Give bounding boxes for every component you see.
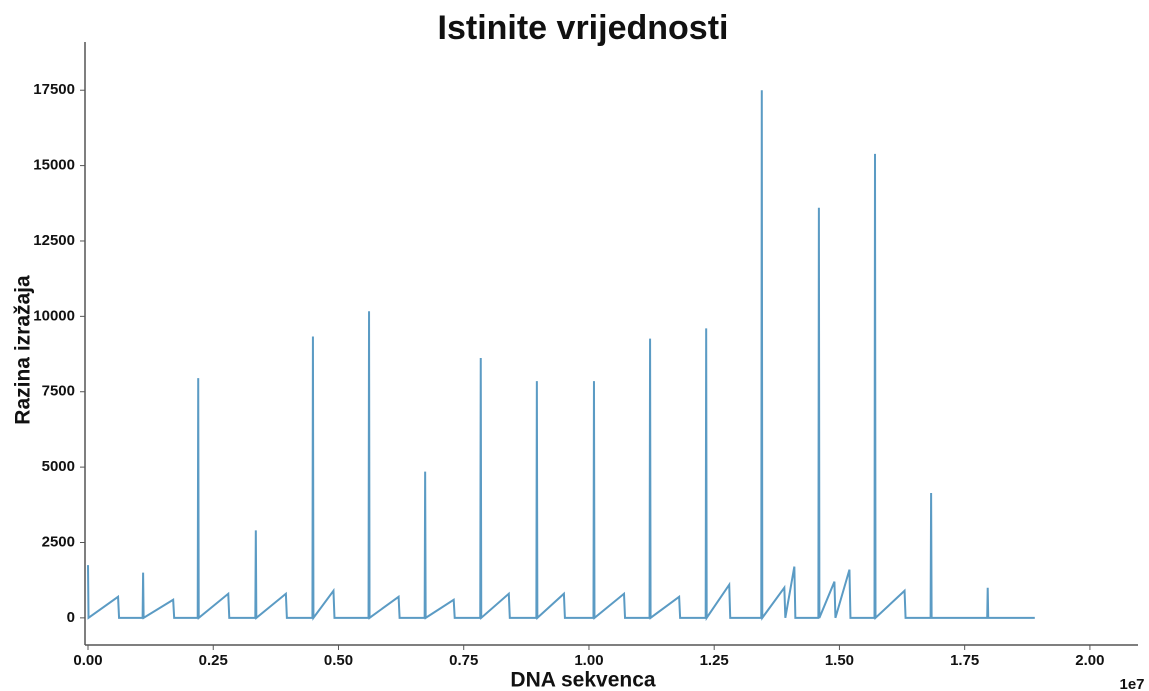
y-axis-label: Razina izražaja xyxy=(12,275,35,425)
y-tick-label: 2500 xyxy=(42,533,75,550)
x-tick-label: 1.00 xyxy=(574,652,603,669)
y-tick-label: 5000 xyxy=(42,458,75,475)
x-tick-label: 0.00 xyxy=(73,652,102,669)
x-tick-label: 0.50 xyxy=(324,652,353,669)
y-tick-label: 17500 xyxy=(33,81,75,98)
x-tick-label: 0.25 xyxy=(199,652,228,669)
x-tick-label: 0.75 xyxy=(449,652,478,669)
x-tick-label: 1.50 xyxy=(825,652,854,669)
data-line xyxy=(87,90,1035,622)
x-axis-label: DNA sekvenca xyxy=(510,669,655,691)
y-tick-label: 12500 xyxy=(33,232,75,249)
y-tick-label: 0 xyxy=(67,609,75,626)
x-tick-label: 2.00 xyxy=(1075,652,1104,669)
chart-title: Istinite vrijednosti xyxy=(438,9,729,47)
y-tick-label: 15000 xyxy=(33,157,75,174)
x-tick-label: 1.75 xyxy=(950,652,979,669)
x-tick-label: 1.25 xyxy=(700,652,729,669)
y-tick-label: 7500 xyxy=(42,383,75,400)
y-tick-label: 10000 xyxy=(33,307,75,324)
x-offset-label: 1e7 xyxy=(1119,676,1144,691)
